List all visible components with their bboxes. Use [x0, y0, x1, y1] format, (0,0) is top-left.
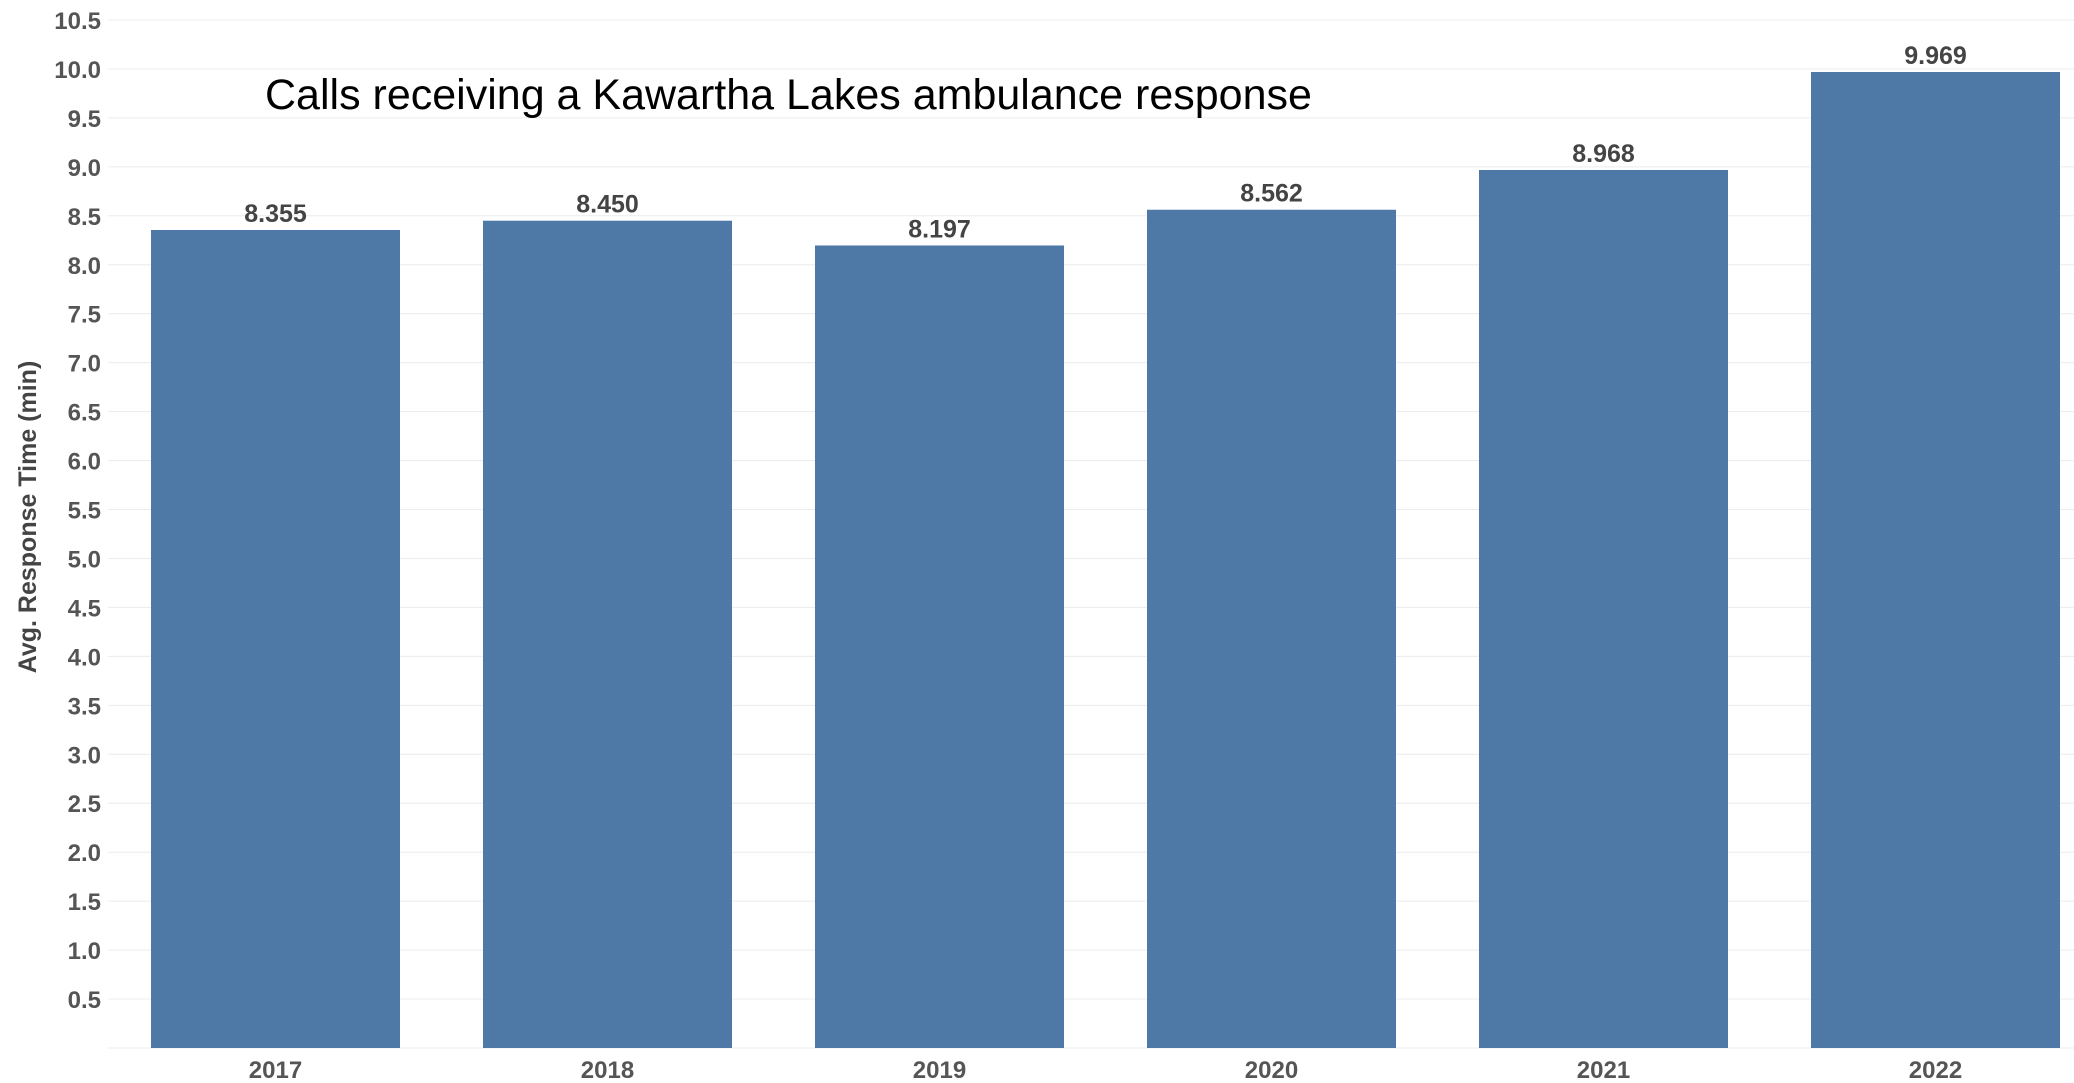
- y-tick-label: 2.0: [68, 840, 101, 867]
- gridlines: [108, 19, 2074, 1049]
- data-label-2021: 8.968: [1572, 140, 1635, 168]
- y-tick-label: 0.5: [68, 987, 101, 1014]
- data-labels: 8.355 8.450 8.197 8.562 8.968 9.969: [244, 42, 1967, 243]
- bar-2021: [1479, 169, 1728, 1048]
- y-tick-label: 5.5: [68, 498, 101, 525]
- y-tick-label: 9.0: [68, 155, 101, 182]
- bars: [151, 71, 2060, 1048]
- y-tick-label: 6.0: [68, 449, 101, 476]
- x-tick-label-2021: 2021: [1577, 1057, 1630, 1083]
- x-axis-ticks: 2017 2018 2019 2020 2021 2022: [249, 1057, 1962, 1083]
- y-tick-label: 7.0: [68, 351, 101, 378]
- y-tick-label: 3.5: [68, 693, 101, 720]
- y-tick-label: 7.5: [68, 302, 101, 329]
- x-tick-label-2018: 2018: [581, 1057, 634, 1083]
- x-tick-label-2020: 2020: [1245, 1057, 1298, 1083]
- x-tick-label-2019: 2019: [913, 1057, 966, 1083]
- x-tick-label-2017: 2017: [249, 1057, 302, 1083]
- data-label-2017: 8.355: [244, 200, 307, 228]
- bar-2017: [151, 230, 400, 1048]
- data-label-2020: 8.562: [1240, 180, 1303, 208]
- bar-2018: [483, 220, 732, 1048]
- chart-title: Calls receiving a Kawartha Lakes ambulan…: [265, 71, 1312, 119]
- data-label-2022: 9.969: [1904, 42, 1967, 70]
- data-label-2019: 8.197: [908, 215, 971, 243]
- y-tick-label: 8.5: [68, 204, 101, 231]
- y-axis-ticks: 0.5 1.0 1.5 2.0 2.5 3.0 3.5 4.0 4.5 5.0 5.5 6.0 6.5 7…: [54, 8, 101, 1014]
- y-tick-label: 6.5: [68, 400, 101, 427]
- y-tick-label: 8.0: [68, 253, 101, 280]
- y-tick-label: 1.0: [68, 938, 101, 965]
- y-tick-label: 1.5: [68, 889, 101, 916]
- bar-2019: [815, 245, 1064, 1048]
- y-tick-label: 3.0: [68, 742, 101, 769]
- bar-2022: [1811, 71, 2060, 1048]
- y-tick-label: 4.0: [68, 644, 101, 671]
- y-tick-label: 9.5: [68, 106, 101, 133]
- y-tick-label: 4.5: [68, 595, 101, 622]
- y-tick-label: 10.0: [54, 57, 101, 84]
- y-tick-label: 5.0: [68, 546, 101, 573]
- y-axis-title: Avg. Response Time (min): [14, 361, 42, 674]
- x-tick-label-2022: 2022: [1909, 1057, 1962, 1083]
- data-label-2018: 8.450: [576, 191, 639, 219]
- bar-2020: [1147, 209, 1396, 1048]
- y-tick-label: 2.5: [68, 791, 101, 818]
- y-tick-label: 10.5: [54, 8, 101, 35]
